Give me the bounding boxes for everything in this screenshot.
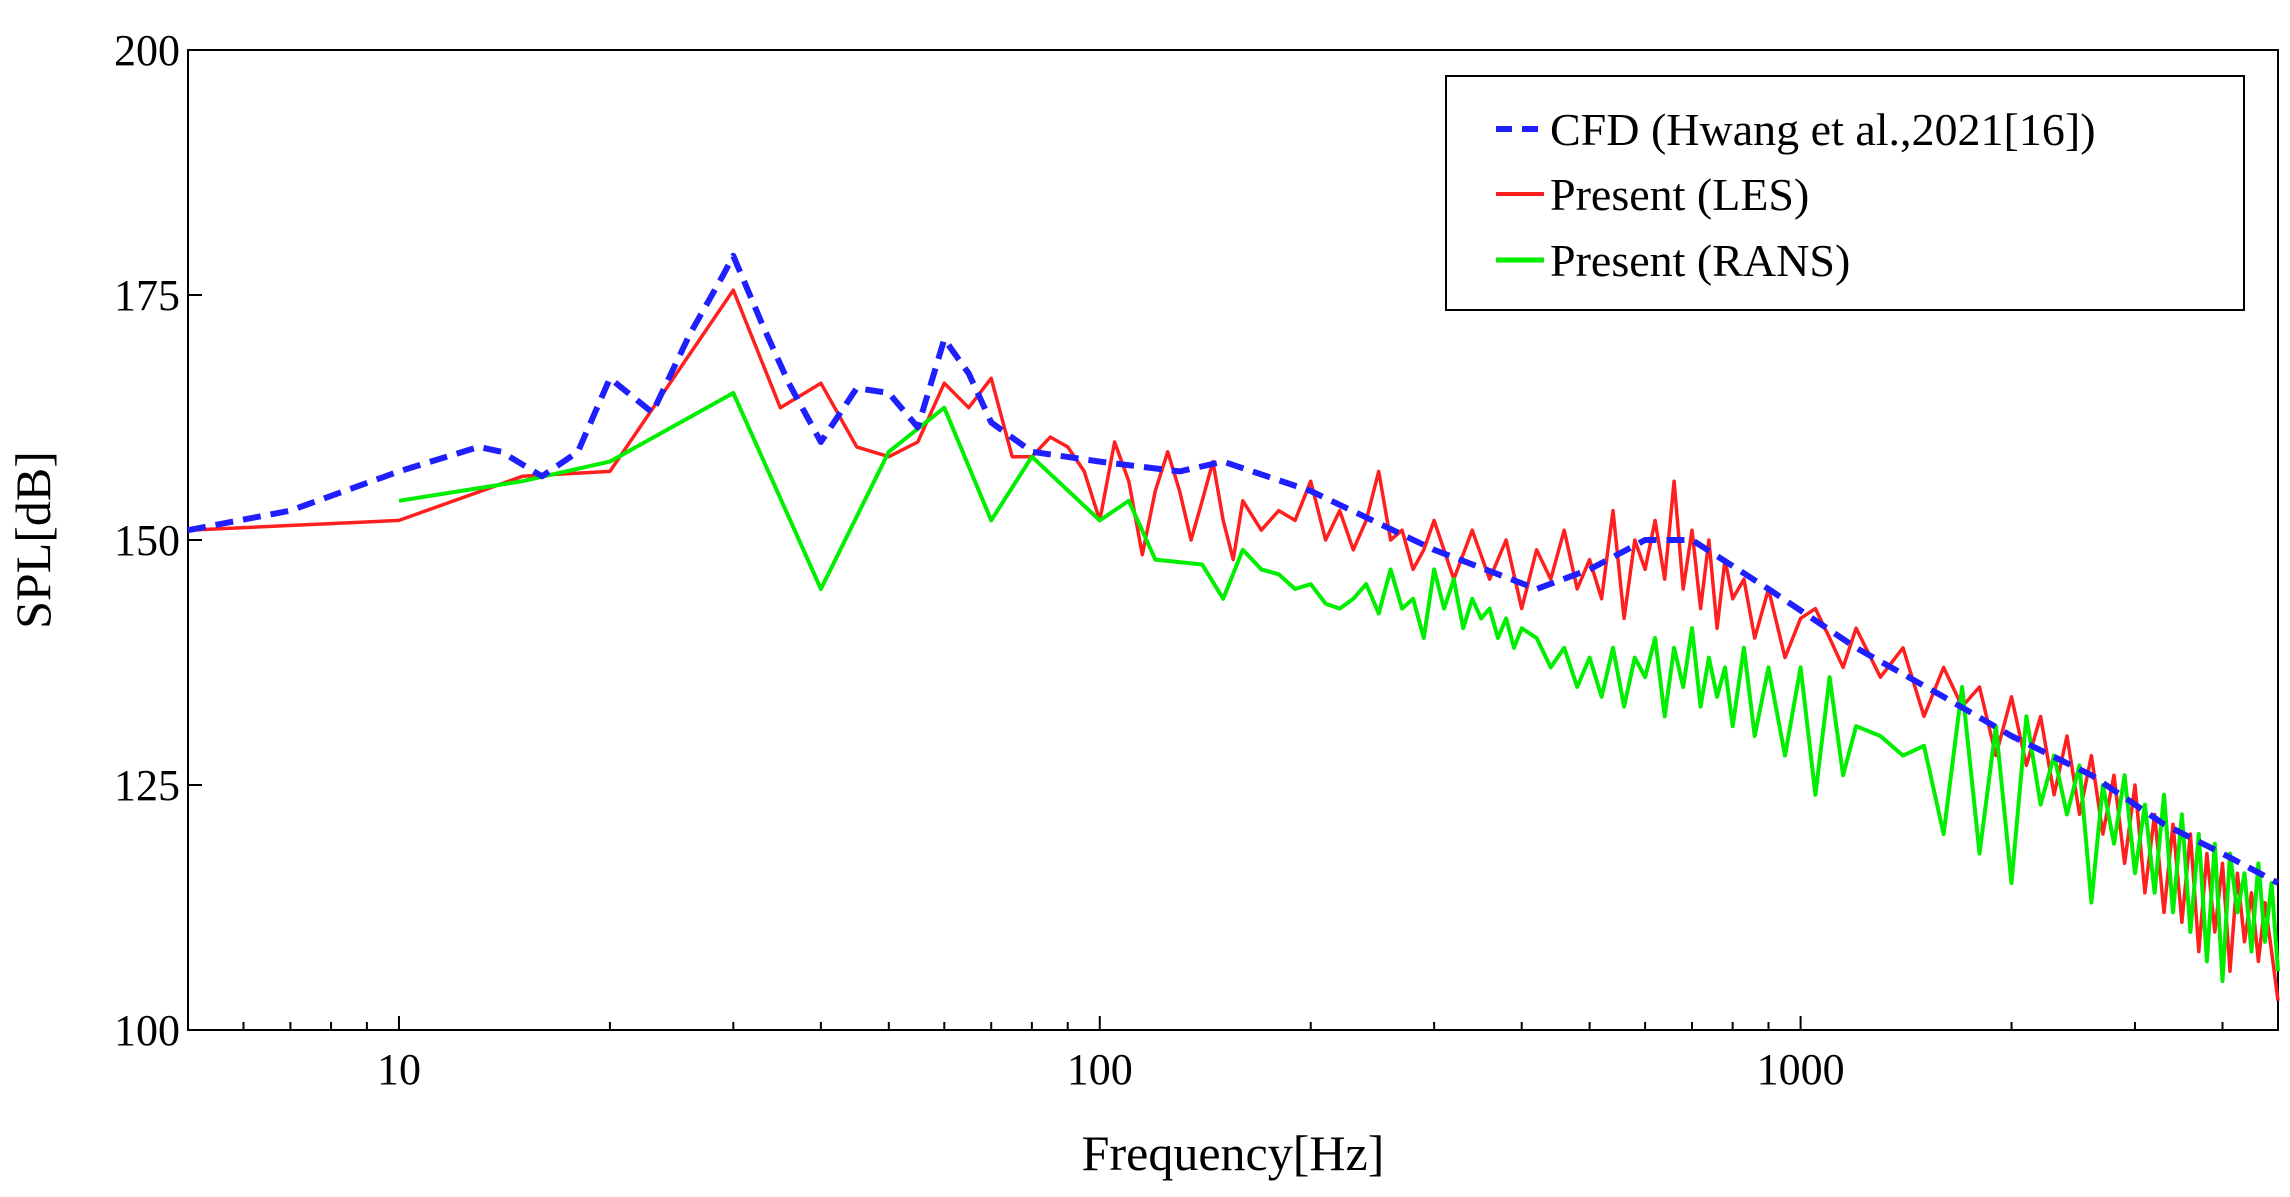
y-tick-label: 100 [114,1006,180,1055]
y-tick-label: 175 [114,271,180,320]
y-tick-label: 150 [114,516,180,565]
x-tick-label: 10 [377,1045,421,1094]
x-axis-title: Frequency[Hz] [1082,1125,1385,1181]
legend: CFD (Hwang et al.,2021[16]) Present (LES… [1445,75,2245,311]
legend-label-les: Present (LES) [1550,169,1809,220]
y-axis: 100 125 150 175 200 [114,26,202,1055]
series-line-cfd [187,252,2280,886]
legend-label-cfd: CFD (Hwang et al.,2021[16]) [1550,104,2096,155]
x-axis: 10 100 1000 [187,1016,2224,1094]
x-tick-label: 100 [1067,1045,1133,1094]
legend-box [1445,75,2245,311]
series-line-les [187,288,2280,1001]
x-tick-label: 1000 [1757,1045,1845,1094]
y-tick-label: 200 [114,26,180,75]
series-line-rans [398,391,2280,983]
legend-label-rans: Present (RANS) [1550,235,1850,286]
series-layer [187,252,2280,1001]
y-tick-label: 125 [114,761,180,810]
y-axis-title: SPL[dB] [5,451,61,629]
